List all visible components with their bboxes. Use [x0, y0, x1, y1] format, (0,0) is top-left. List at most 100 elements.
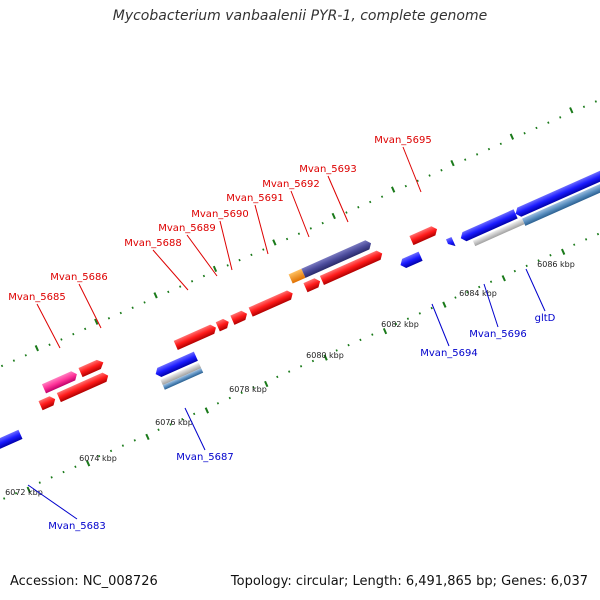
tick-mark: [252, 386, 255, 389]
tick-mark: [335, 349, 338, 352]
ticks-outer: [0, 100, 597, 368]
gene-silver-2[interactable]: [472, 218, 525, 247]
tick-mark: [50, 476, 53, 479]
tick-mark: [489, 280, 493, 283]
tick-mark: [487, 147, 491, 151]
gene-mvan-5691[interactable]: [248, 289, 295, 317]
tick-mark: [285, 237, 289, 241]
tick-label: 6074 kbp: [79, 454, 117, 463]
leader-line: [27, 484, 78, 520]
gene-mvan-5683[interactable]: [0, 429, 23, 457]
tick-mark: [523, 131, 526, 135]
gene-silver[interactable]: [160, 362, 202, 386]
gene-forward-2[interactable]: [56, 371, 110, 403]
gene-gltd[interactable]: [514, 165, 600, 218]
leader-line: [152, 249, 189, 291]
gene-orange[interactable]: [288, 268, 306, 284]
ticks-inner: [3, 232, 600, 500]
tick-mark: [288, 370, 291, 373]
tick-mark: [272, 239, 277, 246]
tick-mark: [478, 285, 481, 289]
gene-mvan-5694[interactable]: [398, 251, 423, 270]
gene-label-mvan-5683[interactable]: Mvan_5683: [48, 521, 105, 532]
tick-mark: [190, 280, 194, 283]
tick-label: 6084 kbp: [459, 289, 497, 298]
gene-mvan-5686[interactable]: [78, 358, 105, 378]
gene-label-mvan-5695[interactable]: Mvan_5695: [374, 135, 431, 146]
gene-mvan-5688[interactable]: [173, 323, 218, 351]
gene-mvan-5693[interactable]: [319, 249, 384, 285]
gene-steel[interactable]: [162, 368, 204, 390]
gene-label-mvan-5690[interactable]: Mvan_5690: [191, 209, 248, 220]
tick-mark: [167, 290, 170, 294]
tick-mark: [440, 169, 443, 172]
gene-label-mvan-5692[interactable]: Mvan_5692: [262, 179, 319, 190]
tick-mark: [525, 264, 528, 268]
gene-label-mvan-5687[interactable]: Mvan_5687: [176, 452, 233, 463]
tick-mark: [309, 227, 312, 230]
tick-mark: [559, 116, 562, 119]
tick-mark: [549, 254, 552, 257]
gene-label-mvan-5691[interactable]: Mvan_5691: [226, 193, 283, 204]
tick-mark: [98, 454, 101, 458]
gene-label-mvan-5693[interactable]: Mvan_5693: [299, 164, 356, 175]
tick-mark: [569, 107, 574, 114]
gene-mvan-5696[interactable]: [459, 209, 518, 243]
leader-line: [184, 407, 206, 451]
genome-info-text: Topology: circular; Length: 6,491,865 bp…: [230, 574, 588, 589]
tick-mark: [537, 259, 540, 262]
tick-mark: [0, 364, 4, 368]
tick-mark: [454, 296, 457, 299]
gene-mvan-5690[interactable]: [230, 309, 249, 325]
tick-mark: [430, 306, 433, 310]
gene-forward-1[interactable]: [38, 395, 58, 411]
tick-mark: [573, 243, 576, 246]
gene-small-triangle[interactable]: [445, 236, 456, 249]
tick-mark: [406, 317, 410, 320]
gene-mvan-5695[interactable]: [409, 225, 439, 246]
gene-steel-2[interactable]: [522, 176, 600, 226]
tick-label: 6086 kbp: [537, 260, 575, 269]
tick-mark: [226, 264, 229, 267]
tick-mark: [357, 206, 360, 209]
tick-mark: [12, 359, 16, 362]
tick-mark: [204, 407, 209, 414]
gene-label-mvan-5689[interactable]: Mvan_5689: [158, 223, 215, 234]
gene-label-gltd[interactable]: gltD: [535, 313, 556, 324]
accession-text: Accession: NC_008726: [10, 574, 158, 589]
tick-mark: [262, 248, 265, 251]
tick-mark: [594, 100, 597, 103]
tick-mark: [331, 212, 336, 220]
tick-mark: [131, 306, 134, 309]
tick-label: 6082 kbp: [381, 320, 419, 329]
gene-label-mvan-5685[interactable]: Mvan_5685: [8, 292, 65, 303]
gene-label-mvan-5688[interactable]: Mvan_5688: [124, 238, 181, 249]
tick-mark: [72, 332, 75, 336]
forward-genes: [38, 225, 439, 411]
tick-mark: [501, 275, 506, 282]
tick-mark: [428, 174, 431, 177]
gene-purple[interactable]: [301, 239, 373, 278]
backbone-line: [0, 134, 600, 466]
gene-mvan-5685[interactable]: [41, 370, 79, 394]
leader-line: [483, 283, 499, 328]
tick-mark: [382, 327, 388, 335]
gene-label-mvan-5694[interactable]: Mvan_5694: [420, 348, 477, 359]
tick-mark: [238, 258, 241, 262]
tick-mark: [119, 311, 122, 315]
tick-mark: [153, 292, 158, 299]
gene-mvan-5687[interactable]: [154, 351, 198, 379]
gene-labels: Mvan_5685 Mvan_5686 Mvan_5688 Mvan_5689 Mvan…: [8, 135, 555, 532]
tick-mark: [416, 179, 419, 183]
gene-label-mvan-5686[interactable]: Mvan_5686: [50, 272, 107, 283]
tick-mark: [464, 158, 467, 161]
gene-mvan-5689[interactable]: [215, 317, 231, 332]
tick-mark: [394, 322, 398, 326]
gene-label-mvan-5696[interactable]: Mvan_5696: [469, 329, 526, 340]
gene-mvan-5692[interactable]: [303, 277, 322, 293]
tick-mark: [371, 333, 374, 336]
tick-mark: [193, 412, 196, 416]
leader-line: [402, 146, 422, 193]
leader-line: [431, 303, 450, 347]
tick-mark: [596, 232, 600, 236]
